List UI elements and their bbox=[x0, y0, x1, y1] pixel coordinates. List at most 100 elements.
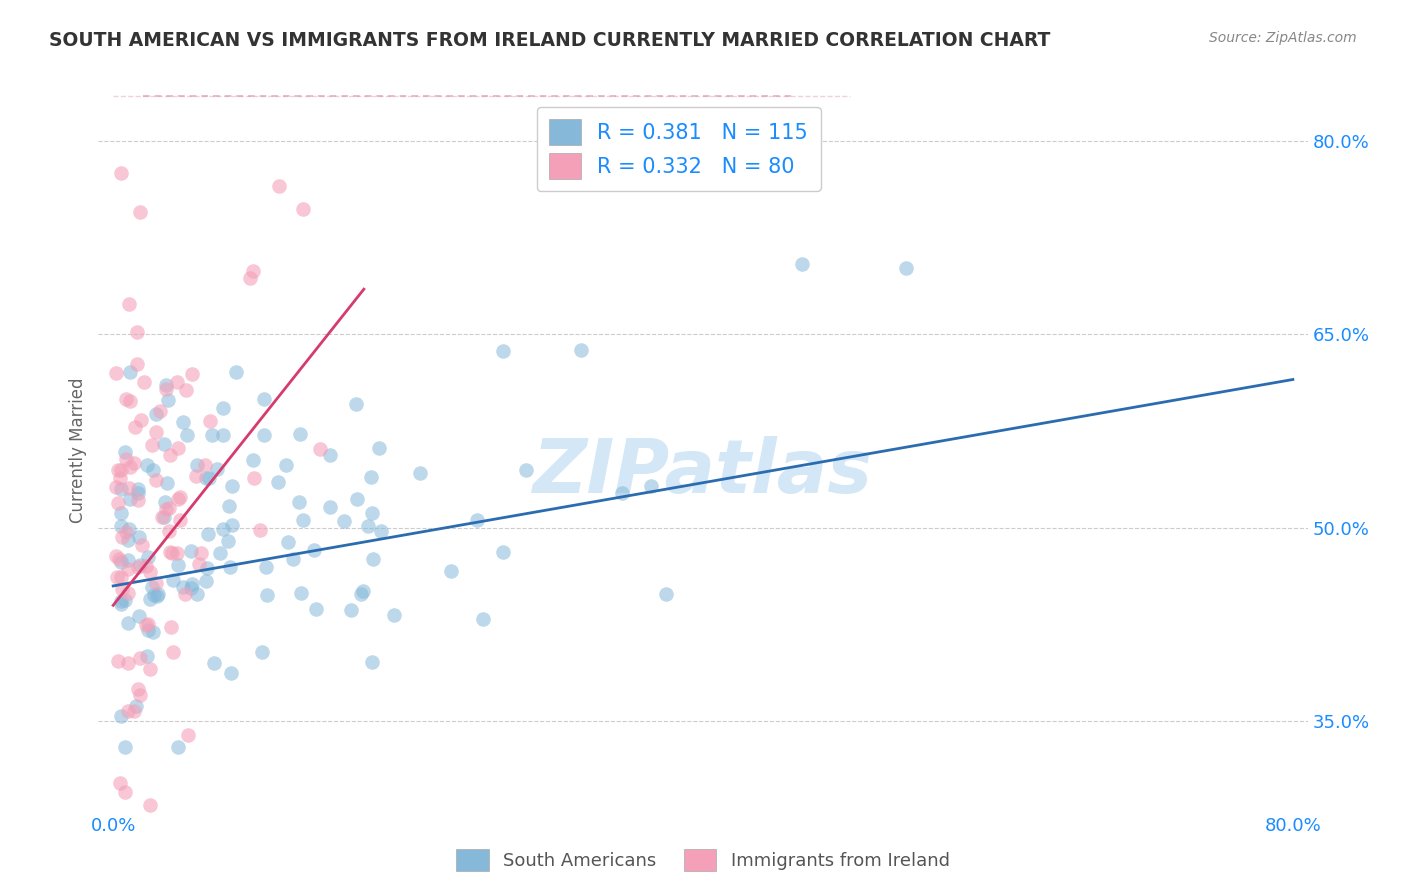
Point bbox=[640, 478, 662, 492]
Point bbox=[139, 798, 162, 813]
Point bbox=[254, 560, 277, 574]
Point bbox=[149, 404, 172, 418]
Point bbox=[186, 469, 208, 483]
Point bbox=[110, 708, 132, 723]
Point bbox=[105, 549, 128, 563]
Point bbox=[118, 481, 141, 495]
Point bbox=[145, 473, 167, 487]
Point bbox=[467, 512, 489, 526]
Point bbox=[146, 589, 169, 603]
Point bbox=[894, 260, 917, 275]
Point bbox=[127, 486, 149, 500]
Point bbox=[127, 493, 149, 508]
Point bbox=[131, 538, 153, 552]
Point bbox=[125, 699, 148, 714]
Point bbox=[127, 482, 149, 496]
Point bbox=[166, 558, 188, 573]
Point bbox=[242, 264, 264, 278]
Point bbox=[357, 519, 380, 533]
Point bbox=[143, 588, 166, 602]
Point bbox=[141, 438, 163, 452]
Point bbox=[124, 456, 146, 470]
Point bbox=[367, 442, 389, 456]
Point bbox=[155, 476, 177, 491]
Point bbox=[350, 587, 373, 601]
Point bbox=[242, 453, 264, 467]
Point bbox=[276, 458, 298, 472]
Point bbox=[190, 546, 212, 560]
Point bbox=[181, 367, 204, 381]
Point bbox=[142, 463, 165, 477]
Point bbox=[135, 458, 157, 473]
Point bbox=[145, 425, 167, 440]
Point bbox=[249, 523, 271, 537]
Point bbox=[117, 616, 139, 631]
Point bbox=[610, 486, 633, 500]
Point bbox=[361, 552, 384, 566]
Point bbox=[197, 527, 219, 541]
Point bbox=[117, 585, 139, 599]
Point bbox=[160, 619, 183, 633]
Point bbox=[136, 648, 159, 663]
Point bbox=[492, 545, 515, 559]
Point bbox=[305, 601, 328, 615]
Point bbox=[118, 522, 141, 536]
Point bbox=[138, 623, 160, 637]
Point bbox=[110, 463, 132, 477]
Text: SOUTH AMERICAN VS IMMIGRANTS FROM IRELAND CURRENTLY MARRIED CORRELATION CHART: SOUTH AMERICAN VS IMMIGRANTS FROM IRELAN… bbox=[49, 31, 1050, 50]
Point bbox=[141, 580, 163, 594]
Point bbox=[128, 609, 150, 624]
Point bbox=[243, 471, 266, 485]
Point bbox=[145, 407, 167, 421]
Point bbox=[253, 392, 276, 407]
Point bbox=[117, 297, 139, 311]
Point bbox=[127, 559, 149, 574]
Point bbox=[110, 593, 132, 607]
Point bbox=[225, 365, 247, 379]
Point bbox=[159, 448, 181, 462]
Point bbox=[169, 513, 191, 527]
Point bbox=[118, 492, 141, 507]
Point bbox=[172, 580, 194, 594]
Point bbox=[492, 343, 515, 358]
Point bbox=[440, 564, 463, 578]
Point bbox=[136, 616, 159, 631]
Point bbox=[181, 577, 204, 591]
Point bbox=[173, 587, 195, 601]
Point bbox=[135, 617, 157, 632]
Point bbox=[471, 612, 494, 626]
Point bbox=[162, 573, 184, 587]
Point bbox=[153, 510, 176, 524]
Point bbox=[115, 392, 138, 406]
Point bbox=[340, 603, 363, 617]
Point bbox=[267, 179, 290, 194]
Point bbox=[370, 524, 392, 538]
Legend: R = 0.381   N = 115, R = 0.332   N = 80: R = 0.381 N = 115, R = 0.332 N = 80 bbox=[537, 107, 821, 191]
Point bbox=[128, 530, 150, 544]
Point bbox=[382, 608, 405, 623]
Point bbox=[114, 785, 136, 799]
Point bbox=[197, 470, 219, 484]
Point bbox=[186, 458, 208, 472]
Point bbox=[107, 463, 129, 477]
Point bbox=[110, 597, 132, 611]
Point bbox=[277, 535, 299, 549]
Point bbox=[195, 561, 218, 575]
Point bbox=[125, 325, 148, 339]
Point bbox=[129, 689, 152, 703]
Point bbox=[172, 415, 194, 429]
Point bbox=[174, 383, 197, 397]
Point bbox=[790, 257, 813, 271]
Point bbox=[157, 500, 180, 515]
Point bbox=[194, 574, 217, 588]
Point bbox=[176, 728, 198, 742]
Point bbox=[655, 587, 678, 601]
Point bbox=[212, 401, 235, 416]
Point bbox=[107, 496, 129, 510]
Point bbox=[117, 533, 139, 547]
Point bbox=[111, 530, 134, 544]
Point bbox=[155, 494, 177, 508]
Point bbox=[110, 519, 132, 533]
Point bbox=[253, 428, 276, 442]
Text: Source: ZipAtlas.com: Source: ZipAtlas.com bbox=[1209, 31, 1357, 45]
